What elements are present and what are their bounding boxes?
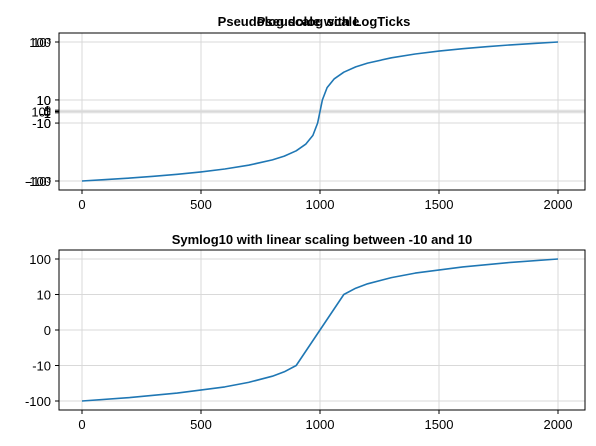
bottom-x-tick-label: 1500 <box>425 417 454 432</box>
top-x-tick-label: 1000 <box>306 197 335 212</box>
bottom-y-tick-label: 0 <box>44 323 51 338</box>
top-x-tick-label: 2000 <box>544 197 573 212</box>
bottom-y-tick-label: -100 <box>25 394 51 409</box>
bottom-y-tick-label: 10 <box>37 288 51 303</box>
top-title-layer-1: Pseudolog scale with LogTicks <box>218 14 411 29</box>
top-y-tick-label: -10³ <box>28 174 52 189</box>
bottom-x-tick-label: 0 <box>78 417 85 432</box>
top-y-tick-label: 10³ <box>32 35 51 50</box>
top-y-tick-label: -10 <box>32 116 51 131</box>
top-x-tick-label: 1500 <box>425 197 454 212</box>
bottom-x-axis: 0 500 1000 1500 2000 <box>78 410 572 432</box>
top-x-tick-label: 0 <box>78 197 85 212</box>
top-x-tick-label: 500 <box>190 197 212 212</box>
bottom-x-tick-label: 2000 <box>544 417 573 432</box>
bottom-gridlines <box>59 250 585 410</box>
top-y-tick-label: -1 <box>39 106 51 121</box>
top-x-axis: 0 500 1000 1500 2000 <box>78 190 572 212</box>
top-series-line <box>81 41 559 182</box>
top-y-tick-label: 1 <box>44 103 51 118</box>
bottom-y-tick-label: 100 <box>29 252 51 267</box>
bottom-x-tick-label: 1000 <box>306 417 335 432</box>
top-y-tick-label-overlay: 10 <box>37 93 51 108</box>
top-y-tick-label-overlay: 0 <box>44 105 51 120</box>
top-gridlines <box>59 33 585 190</box>
top-y-tick-label: 10 <box>37 93 51 108</box>
top-y-tick-label-overlay: 100 <box>29 35 51 50</box>
top-y-tick-label-overlay: -100 <box>25 174 51 189</box>
bottom-chart: Symlog10 with linear scaling between -10… <box>25 232 586 432</box>
bottom-y-tick-label: -10 <box>32 359 51 374</box>
top-chart: Pseudolog scale with LogTicks Pseudolog … <box>25 14 586 212</box>
bottom-x-tick-label: 500 <box>190 417 212 432</box>
top-y-tick-label: 10⁰ <box>31 105 51 120</box>
top-y-tick-label-overlay: -10 <box>32 116 51 131</box>
bottom-series-line <box>81 258 559 402</box>
top-title-layer-2: Pseudolog scale <box>257 14 360 29</box>
bottom-title: Symlog10 with linear scaling between -10… <box>172 232 473 247</box>
